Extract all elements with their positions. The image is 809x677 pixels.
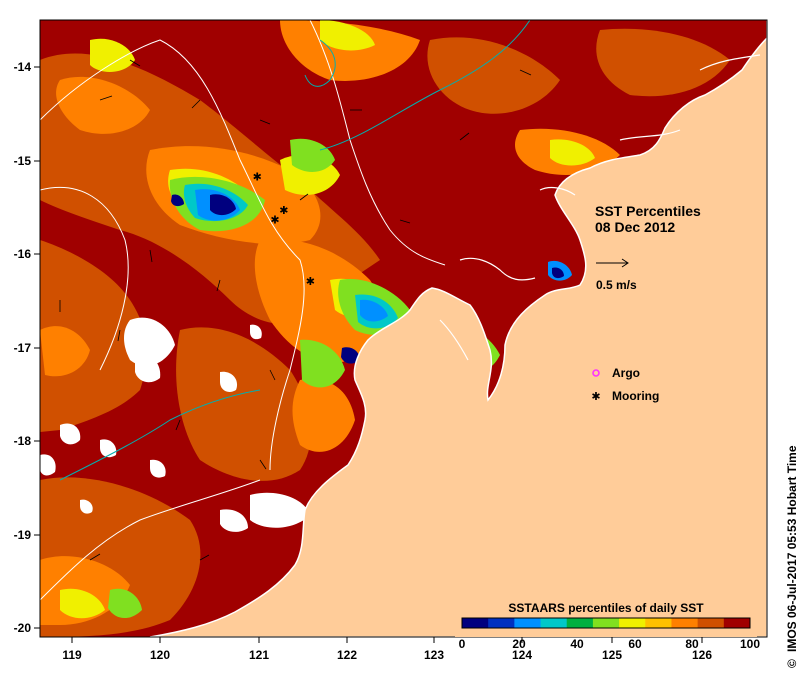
colorbar-cells bbox=[462, 618, 751, 628]
mooring-point: ✱ bbox=[279, 205, 288, 217]
land-mass bbox=[149, 20, 767, 637]
mooring-marker-icon: ✱ bbox=[591, 391, 600, 403]
colorbar-cell bbox=[723, 618, 751, 628]
mooring-point: ✱ bbox=[306, 276, 315, 288]
x-tick-label: 126 bbox=[692, 648, 712, 662]
marker-legend: Argo ✱ Mooring bbox=[591, 366, 659, 403]
colorbar-tick-label: 20 bbox=[512, 637, 526, 651]
map-date: 08 Dec 2012 bbox=[595, 219, 675, 235]
colorbar-ticks: 0 20 40 60 80 100 bbox=[459, 637, 761, 651]
colorbar-cell bbox=[514, 618, 542, 628]
credit-text: IMOS 06-Jul-2017 05:53 Hobart Time bbox=[785, 445, 799, 652]
y-tick-label: -17 bbox=[14, 341, 32, 355]
plot-border bbox=[39, 19, 768, 638]
y-tick-label: -20 bbox=[14, 621, 32, 635]
copyright-icon: © bbox=[785, 659, 799, 668]
y-tick-label: -19 bbox=[14, 528, 32, 542]
x-tick-label: 121 bbox=[249, 648, 269, 662]
x-axis: 119 120 121 122 123 124 125 126 bbox=[62, 637, 712, 662]
vector-scale: 0.5 m/s bbox=[596, 258, 637, 292]
x-tick-label: 125 bbox=[602, 648, 622, 662]
mooring-markers: ✱✱✱✱ bbox=[253, 172, 315, 288]
colorbar-cell bbox=[592, 618, 620, 628]
mooring-label: Mooring bbox=[612, 389, 659, 403]
colorbar-tick-label: 60 bbox=[628, 637, 642, 651]
sst-darkblue-patches bbox=[171, 194, 564, 364]
colorbar-tick-label: 0 bbox=[459, 637, 466, 651]
colorbar-tick-label: 80 bbox=[685, 637, 699, 651]
colorbar-cell bbox=[488, 618, 515, 628]
map-title: SST Percentiles bbox=[595, 203, 701, 219]
sst-orange-patches bbox=[40, 20, 620, 625]
colorbar: SSTAARS percentiles of daily SST bbox=[455, 600, 757, 637]
x-tick-label: 119 bbox=[62, 648, 82, 662]
credit: © IMOS 06-Jul-2017 05:53 Hobart Time bbox=[785, 445, 799, 668]
colorbar-cell bbox=[462, 618, 489, 628]
bathymetry-contours bbox=[40, 20, 446, 601]
no-data-patches bbox=[40, 317, 310, 532]
colorbar-title: SSTAARS percentiles of daily SST bbox=[508, 601, 704, 615]
colorbar-cell bbox=[697, 618, 725, 628]
mooring-point: ✱ bbox=[270, 214, 279, 226]
colorbar-cell bbox=[566, 618, 594, 628]
argo-marker-icon bbox=[592, 369, 600, 377]
x-tick-label: 124 bbox=[512, 648, 532, 662]
y-tick-label: -15 bbox=[14, 154, 32, 168]
colorbar-cell bbox=[619, 618, 646, 628]
argo-label: Argo bbox=[612, 366, 640, 380]
colorbar-cell bbox=[540, 618, 568, 628]
y-axis: -14 -15 -16 -17 -18 -19 -20 bbox=[14, 60, 40, 635]
map-plot-area: ✱✱✱✱ bbox=[40, 20, 767, 637]
y-tick-label: -14 bbox=[14, 60, 32, 74]
colorbar-tick-label: 40 bbox=[570, 637, 584, 651]
colorbar-tick-label: 100 bbox=[740, 637, 760, 651]
x-tick-label: 123 bbox=[424, 648, 444, 662]
y-tick-label: -18 bbox=[14, 434, 32, 448]
colorbar-cell bbox=[671, 618, 699, 628]
current-vectors bbox=[59, 59, 532, 561]
mooring-point: ✱ bbox=[253, 172, 262, 184]
vector-scale-label: 0.5 m/s bbox=[596, 278, 637, 292]
colorbar-frame bbox=[461, 617, 751, 629]
colorbar-cell bbox=[645, 618, 672, 628]
coastline-detail bbox=[439, 54, 761, 361]
x-tick-label: 122 bbox=[337, 648, 357, 662]
bathymetry-contours-alt bbox=[59, 20, 531, 481]
arrow-right-icon bbox=[621, 258, 629, 268]
y-tick-label: -16 bbox=[14, 247, 32, 261]
x-tick-label: 120 bbox=[150, 648, 170, 662]
